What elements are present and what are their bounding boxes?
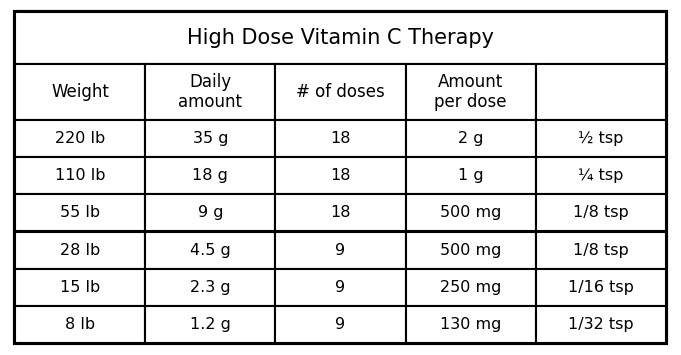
Bar — [406, 231, 536, 269]
Bar — [275, 157, 406, 194]
Bar — [536, 306, 666, 343]
Text: # of doses: # of doses — [296, 83, 385, 101]
Bar — [406, 269, 536, 306]
Bar — [15, 194, 145, 231]
Bar — [406, 64, 536, 120]
Text: 500 mg: 500 mg — [440, 242, 501, 258]
Text: 18 g: 18 g — [192, 168, 228, 183]
Text: 1/8 tsp: 1/8 tsp — [573, 206, 629, 220]
Bar — [536, 194, 666, 231]
Bar — [536, 231, 666, 269]
Text: 2 g: 2 g — [458, 131, 484, 146]
Bar — [275, 269, 406, 306]
Bar — [406, 157, 536, 194]
Text: 55 lb: 55 lb — [60, 206, 100, 220]
Bar — [275, 120, 406, 157]
Text: Weight: Weight — [51, 83, 109, 101]
Bar — [15, 120, 145, 157]
Bar — [406, 120, 536, 157]
Text: 250 mg: 250 mg — [440, 280, 501, 295]
Text: 9: 9 — [336, 317, 345, 332]
Bar — [145, 231, 275, 269]
Bar — [406, 306, 536, 343]
Text: ¼ tsp: ¼ tsp — [578, 168, 624, 183]
Text: 18: 18 — [330, 168, 351, 183]
Text: ½ tsp: ½ tsp — [578, 131, 624, 146]
Text: 9 g: 9 g — [197, 206, 223, 220]
Text: 35 g: 35 g — [193, 131, 228, 146]
Text: 15 lb: 15 lb — [60, 280, 100, 295]
Text: 28 lb: 28 lb — [60, 242, 100, 258]
Text: 2.3 g: 2.3 g — [190, 280, 231, 295]
Text: 8 lb: 8 lb — [65, 317, 95, 332]
Bar — [275, 306, 406, 343]
Text: 1/8 tsp: 1/8 tsp — [573, 242, 629, 258]
Text: 110 lb: 110 lb — [55, 168, 106, 183]
Text: 9: 9 — [336, 242, 345, 258]
Bar — [145, 269, 275, 306]
Text: 18: 18 — [330, 131, 351, 146]
Bar — [145, 306, 275, 343]
Bar — [15, 306, 145, 343]
Bar — [536, 157, 666, 194]
Bar — [536, 120, 666, 157]
Bar — [275, 194, 406, 231]
Bar — [145, 64, 275, 120]
Bar — [145, 194, 275, 231]
Bar — [406, 194, 536, 231]
Bar — [15, 231, 145, 269]
Text: 500 mg: 500 mg — [440, 206, 501, 220]
Text: 4.5 g: 4.5 g — [190, 242, 231, 258]
Text: 220 lb: 220 lb — [55, 131, 106, 146]
Bar — [15, 12, 666, 64]
Text: 130 mg: 130 mg — [440, 317, 501, 332]
Bar — [275, 231, 406, 269]
Bar — [15, 64, 145, 120]
Text: 1 g: 1 g — [458, 168, 484, 183]
Text: 18: 18 — [330, 206, 351, 220]
Text: 1/16 tsp: 1/16 tsp — [568, 280, 634, 295]
Bar — [536, 64, 666, 120]
Bar — [145, 157, 275, 194]
Bar — [536, 269, 666, 306]
Bar — [15, 157, 145, 194]
Bar — [275, 64, 406, 120]
Text: 1/32 tsp: 1/32 tsp — [568, 317, 634, 332]
Text: 9: 9 — [336, 280, 345, 295]
Text: High Dose Vitamin C Therapy: High Dose Vitamin C Therapy — [187, 28, 494, 48]
Text: Amount
per dose: Amount per dose — [434, 73, 507, 111]
Bar — [15, 269, 145, 306]
Text: 1.2 g: 1.2 g — [190, 317, 231, 332]
Bar — [145, 120, 275, 157]
Text: Daily
amount: Daily amount — [178, 73, 242, 111]
